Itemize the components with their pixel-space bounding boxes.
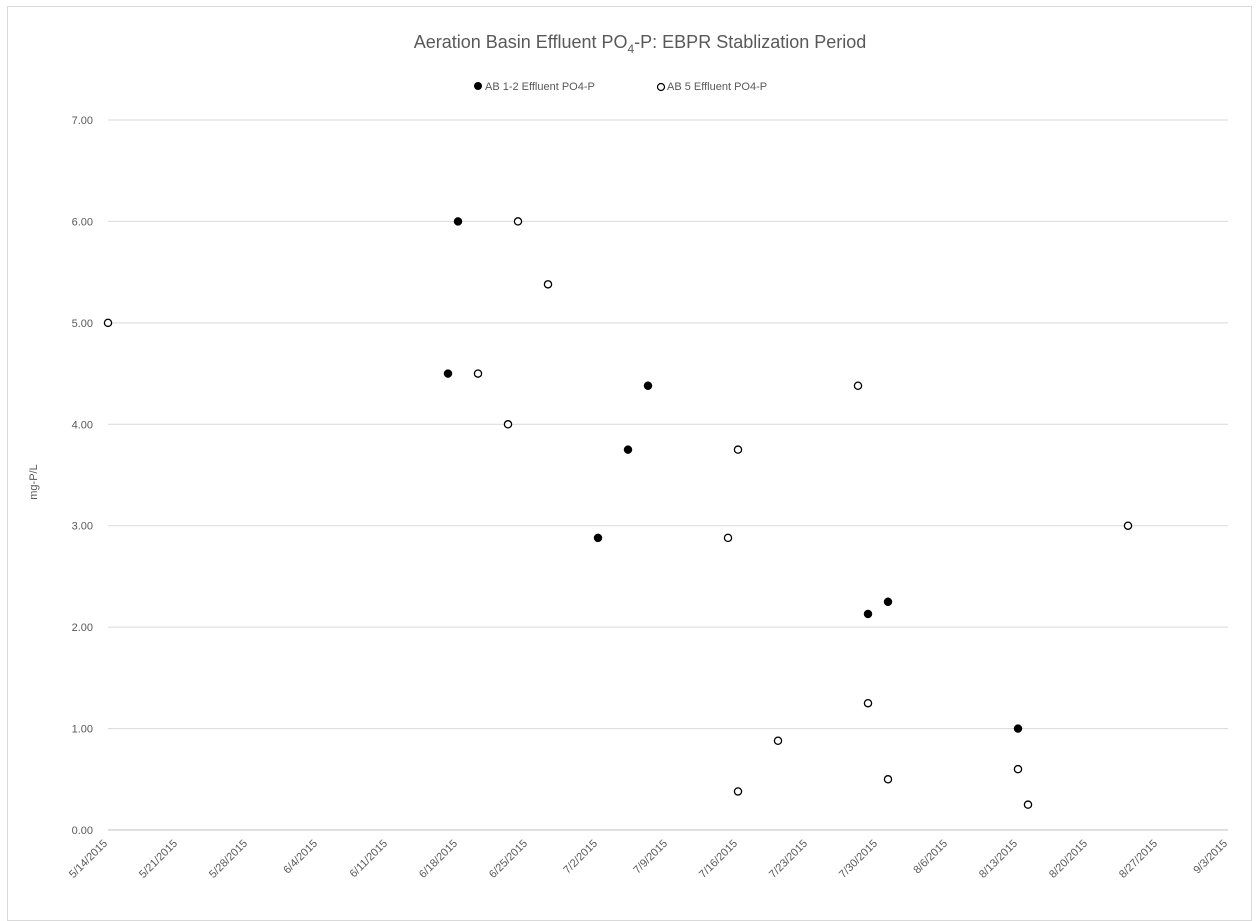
x-tick-label: 8/20/2015 [1047,838,1090,881]
y-tick-label: 7.00 [72,115,93,127]
data-point-series-1 [1013,724,1023,733]
x-tick-label: 6/25/2015 [487,838,530,881]
legend-marker-ab5 [656,82,666,92]
x-tick-label: 6/11/2015 [348,838,391,881]
x-tick-label: 7/16/2015 [697,838,740,881]
data-point-series-2 [1023,800,1033,809]
y-tick-label: 1.00 [72,724,93,736]
data-point-series-2 [733,787,743,796]
data-point-series-2 [723,533,733,543]
data-point-series-1 [883,597,893,607]
x-axis-ticks: 5/14/2015 5/21/2015 5/28/2015 6/4/2015 6/11/… [67,838,1230,881]
legend-label-ab12: AB 1-2 Effluent PO4-P [485,81,595,93]
data-point-series-2 [733,445,743,454]
data-point-series-2 [513,217,523,226]
data-point-series-2 [543,280,553,289]
x-tick-label: 8/6/2015 [911,838,950,877]
data-point-series-1 [623,445,633,454]
y-tick-label: 6.00 [72,216,93,228]
x-tick-label: 7/23/2015 [767,838,810,881]
data-point-series-2 [773,736,783,745]
data-point-series-1 [863,609,873,619]
chart-title-suffix: -P: EBPR Stablization Period [634,32,866,52]
data-point-series-2 [1123,521,1133,530]
data-point-series-2 [863,698,873,708]
data-point-series-2 [503,420,513,429]
chart-title: Aeration Basin Effluent PO4-P: EBPR Stab… [414,32,867,56]
data-point-series-1 [443,369,453,378]
data-points [103,217,1133,809]
x-tick-label: 6/18/2015 [417,838,460,881]
legend-marker-ab12 [474,82,482,90]
y-tick-label: 2.00 [72,622,93,634]
x-tick-label: 9/3/2015 [1191,838,1230,877]
legend-label-ab5: AB 5 Effluent PO4-P [667,81,767,93]
data-point-series-2 [103,318,113,328]
x-tick-label: 7/30/2015 [837,838,880,881]
x-tick-label: 8/13/2015 [977,838,1020,881]
legend: AB 1-2 Effluent PO4-P AB 5 Effluent PO4-… [474,81,767,93]
y-axis-ticks: 0.00 1.00 2.00 3.00 4.00 5.00 6.00 7.00 [72,115,93,837]
y-tick-label: 0.00 [72,825,93,837]
data-point-series-1 [593,533,603,543]
y-tick-label: 5.00 [72,318,93,330]
x-tick-label: 5/21/2015 [137,838,180,881]
data-point-series-2 [853,381,863,390]
data-point-series-2 [883,775,893,784]
x-tick-label: 7/2/2015 [561,838,600,877]
chart-title-prefix: Aeration Basin Effluent PO [414,32,628,52]
data-point-series-1 [453,217,463,226]
y-tick-label: 4.00 [72,419,93,431]
y-axis-title: mg-P/L [28,464,40,499]
data-point-series-1 [643,381,653,390]
y-tick-label: 3.00 [72,521,93,533]
chart-title-subscript: 4 [627,42,634,56]
x-tick-label: 5/28/2015 [207,838,250,881]
x-tick-label: 6/4/2015 [281,838,320,877]
data-point-series-2 [473,369,483,378]
x-tick-label: 8/27/2015 [1117,838,1160,881]
x-tick-label: 7/9/2015 [631,838,670,877]
data-point-series-2 [1013,764,1023,774]
gridlines [108,119,1228,730]
x-tick-label: 5/14/2015 [67,838,110,881]
